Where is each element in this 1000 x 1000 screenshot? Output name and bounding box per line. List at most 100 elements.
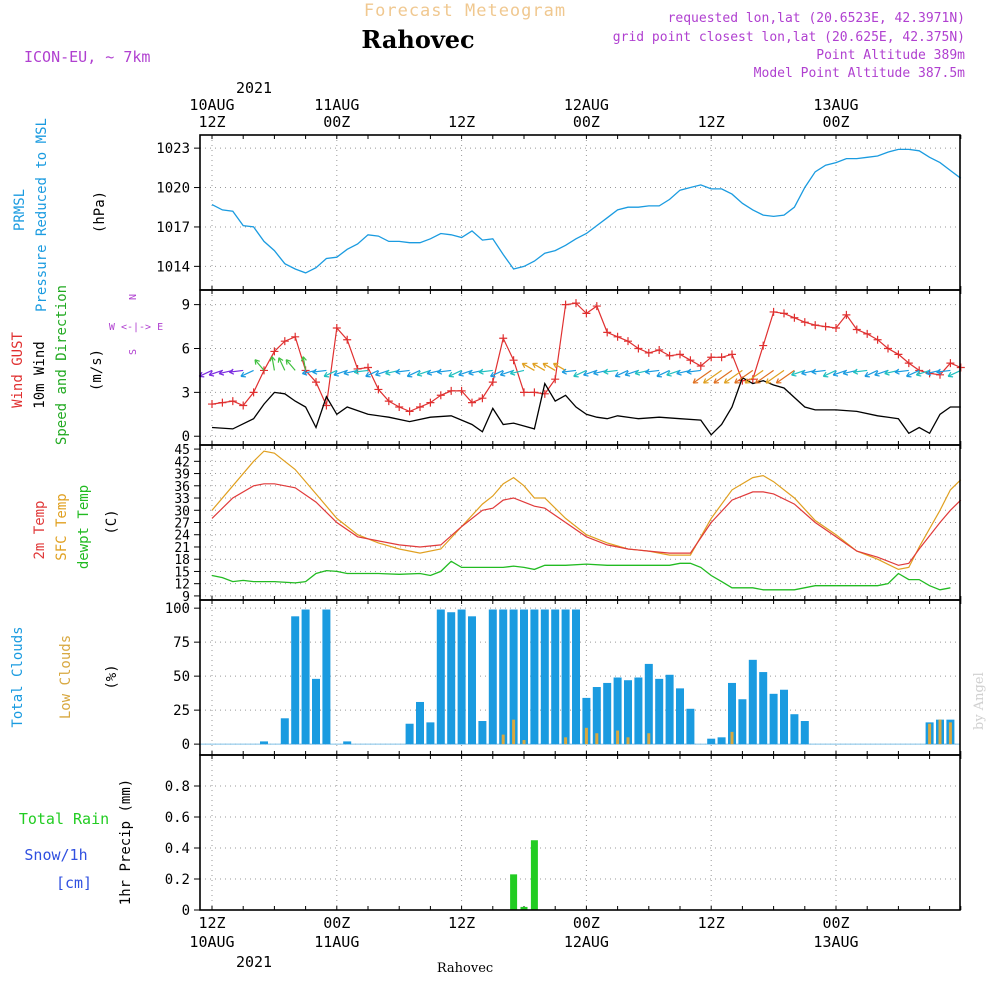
wind-direction-arrow [208,369,223,377]
bottom-hour-label: 12Z [698,914,725,932]
total-cloud-bar [426,722,435,745]
bottom-date-label: 10AUG [189,933,234,951]
total-cloud-bar [416,701,424,745]
low-cloud-bar [512,719,516,745]
precipitation-panel: 0 0.2 0.4 0.6 0.8 [165,755,962,919]
top-hour-label: 12Z [698,113,725,131]
wind-direction-arrow [603,368,618,375]
product-title: Forecast Meteogram [364,1,566,21]
wind-direction-arrow [723,369,743,384]
sfc-temp-label: SFC Temp [54,493,70,560]
wind-direction-arrow [864,369,878,378]
total-cloud-bar [686,708,695,745]
wind-direction-arrow [894,368,909,375]
wind-direction-arrow [323,369,338,378]
wind-dir-label: Speed and Direction [54,285,70,445]
bottom-hour-label: 00Z [323,914,350,932]
top-year-label: 2021 [236,79,272,97]
gust-marker [592,302,601,311]
total-cloud-bar [280,718,289,745]
total-cloud-bar [499,609,508,745]
wind-direction-arrow [542,362,556,371]
low-cloud-bar [948,722,952,745]
wind-direction-arrow [811,368,826,375]
total-cloud-bar [572,609,580,745]
gust-marker [395,402,404,411]
wind-direction-arrow [703,369,722,384]
top-hour-label: 00Z [323,113,350,131]
total-cloud-bar [624,680,632,745]
top-hour-label: 12Z [448,113,475,131]
wind-direction-arrow [333,369,348,377]
gust-marker [260,366,268,375]
total-cloud-bar [644,663,653,745]
wind-direction-arrow [852,368,868,375]
snow-label: Snow/1h [24,846,87,864]
wind-direction-arrow [947,369,962,378]
gust-marker [707,353,716,362]
gust-marker [561,300,570,309]
gust-marker [530,388,539,397]
gust-marker [800,318,809,327]
gust-marker [499,334,508,343]
wind-direction-arrow [666,369,681,377]
temperature-ytick-label: 42 [174,455,190,470]
compass-north: N [128,294,139,300]
gust-marker [249,388,258,397]
top-hour-label: 00Z [822,113,849,131]
footer-location: Rahovec [437,961,493,976]
model-altitude: Model Point Altitude 387.5m [754,66,965,81]
temp2m-label: 2m Temp [32,500,48,559]
wind-direction-arrow [906,369,920,378]
low-cloud-bar [626,737,630,745]
total-cloud-bar [551,609,560,745]
clouds-ytick-label: 25 [173,703,190,719]
total-clouds-label: Total Clouds [10,626,26,727]
gust-marker [364,363,372,372]
total-cloud-bar [509,609,518,745]
bottom-hour-label: 12Z [448,914,475,932]
gust-marker [717,353,726,362]
temperature-ytick-label: 18 [174,553,190,568]
wind-direction-arrow [375,369,389,377]
wind-direction-arrow [573,369,587,378]
model-name: ICON-EU, ~ 7km [24,48,150,66]
temperature-ytick-label: 12 [174,578,190,593]
wind-panel: 0 3 6 9 [182,290,965,445]
total-cloud-bar [780,689,788,745]
bottom-date-label: 13AUG [813,933,858,951]
wind-direction-arrow [692,369,712,384]
pressure-panel: 1014 1017 1020 1023 [156,135,962,290]
rain-bar [530,840,538,910]
gust-marker [374,385,383,394]
rain-bar [510,874,518,910]
gust-marker [832,324,840,333]
top-hour-label: 12Z [198,113,225,131]
total-cloud-bar [478,721,487,745]
low-cloud-bar [647,733,651,745]
gust-marker [509,356,518,365]
total-cloud-bar [405,723,414,745]
low-cloud-bar [595,733,599,745]
total-cloud-bar [759,672,768,745]
pressure-unit-label: (hPa) [92,191,108,233]
gust-marker [488,378,497,387]
pressure-ytick-label: 1014 [156,259,190,275]
precip-unit-label: 1hr Precip (mm) [118,779,134,905]
rain-bar [520,906,528,910]
wind-direction-arrow [775,369,795,384]
gust-marker [520,388,528,397]
total-rain-label: Total Rain [19,810,109,828]
wind-direction-arrow [874,369,889,377]
gust-marker [863,329,872,338]
requested-coords: requested lon,lat (20.6523E, 42.3971N) [668,11,965,26]
gust-marker [728,350,736,359]
gust-marker [873,335,882,344]
gust-marker [426,398,435,407]
prmsl-label: PRMSL [12,189,28,231]
top-date-label: 12AUG [564,96,609,114]
gust-marker [270,347,279,356]
wind-direction-arrow [509,369,525,376]
gust-marker [436,391,445,400]
